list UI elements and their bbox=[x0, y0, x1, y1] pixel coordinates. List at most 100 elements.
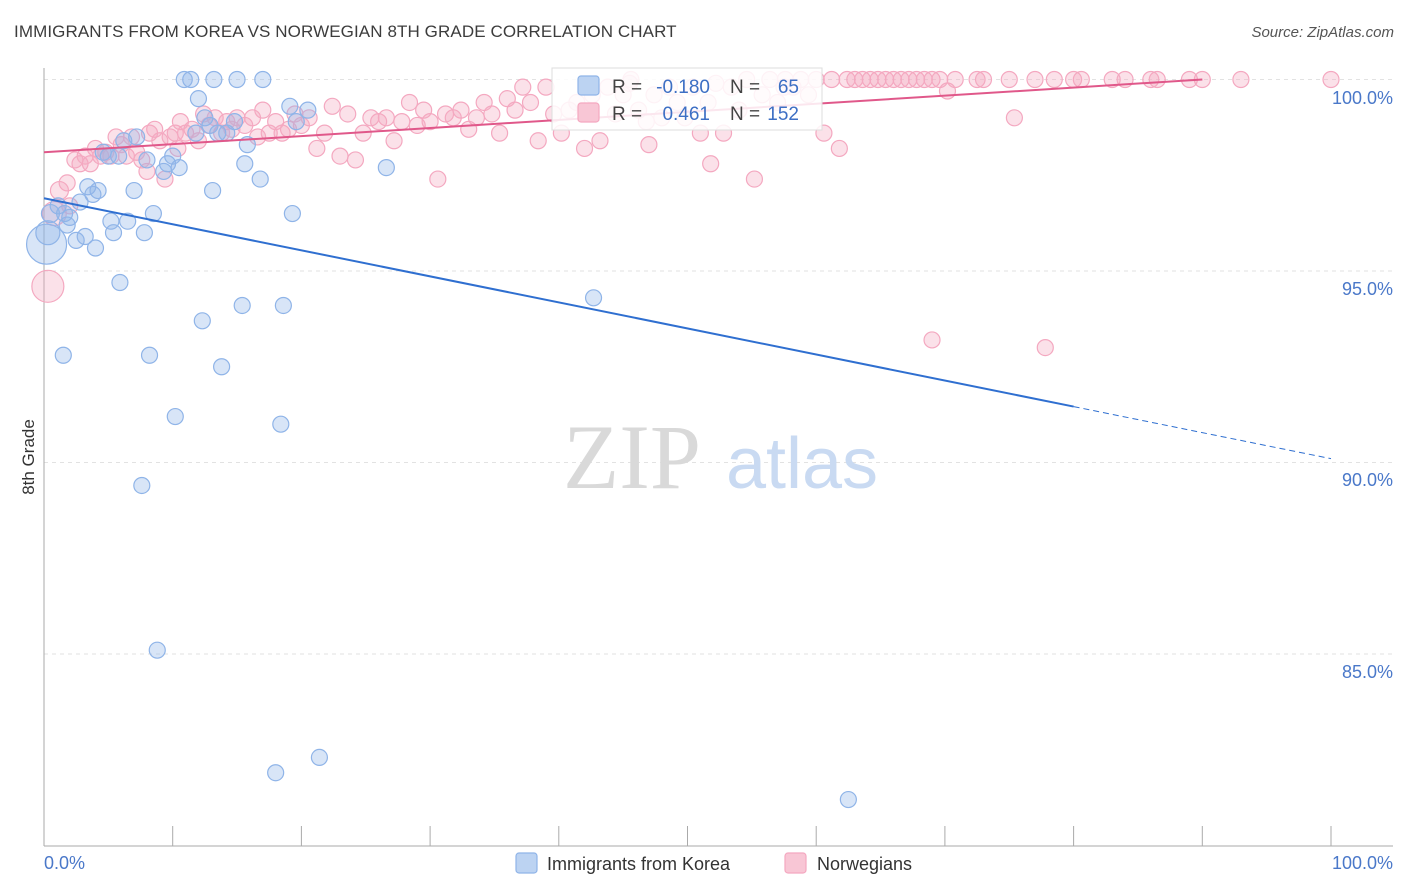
korea-point bbox=[187, 124, 205, 142]
norwegians-point bbox=[490, 124, 509, 142]
korea-point bbox=[61, 208, 79, 226]
korea-point bbox=[86, 239, 105, 257]
norwegians-point bbox=[1026, 70, 1044, 89]
korea-point bbox=[254, 70, 272, 89]
norwegians-point bbox=[58, 174, 76, 192]
chart-title: IMMIGRANTS FROM KOREA VS NORWEGIAN 8TH G… bbox=[14, 22, 677, 41]
y-tick-label: 95.0% bbox=[1342, 279, 1393, 299]
norwegians-point bbox=[429, 170, 447, 188]
korea-point bbox=[283, 204, 301, 223]
korea-point bbox=[584, 289, 603, 307]
norwegians-point bbox=[640, 136, 658, 154]
korea-point bbox=[310, 748, 329, 767]
korea-point bbox=[76, 227, 94, 246]
korea-point bbox=[166, 407, 184, 426]
legend-label-norwegians: Norwegians bbox=[817, 854, 912, 874]
y-tick-label: 100.0% bbox=[1332, 88, 1393, 108]
korea-point bbox=[189, 90, 208, 108]
norwegians-point bbox=[591, 132, 609, 150]
chart-source: Source: ZipAtlas.com bbox=[1251, 24, 1394, 41]
norwegians-point bbox=[1148, 70, 1166, 89]
legend-swatch-korea bbox=[515, 852, 538, 874]
korea-point bbox=[144, 204, 162, 223]
korea-point bbox=[205, 70, 223, 89]
norwegians-point bbox=[974, 70, 993, 89]
axes bbox=[43, 68, 1393, 847]
norwegians-point bbox=[745, 170, 764, 188]
stats-box: R = -0.180 N = 65 R = 0.461 N = 152 bbox=[551, 67, 823, 131]
norwegians-point bbox=[1322, 70, 1340, 89]
legend-label-korea: Immigrants from Korea bbox=[547, 854, 731, 874]
norwegians-point bbox=[1103, 70, 1121, 89]
norwegians-point bbox=[452, 101, 470, 119]
korea-point bbox=[54, 346, 72, 364]
korea-point bbox=[299, 101, 317, 119]
norwegians-point bbox=[315, 124, 334, 142]
norwegians-point bbox=[1232, 70, 1250, 89]
stats-r-label-norwegians: R = bbox=[612, 104, 642, 125]
stats-r-label-korea: R = bbox=[612, 77, 642, 98]
korea-trend-line bbox=[43, 197, 1074, 408]
korea-point bbox=[281, 97, 299, 115]
x-tick-label-max: 100.0% bbox=[1332, 853, 1393, 873]
korea-point bbox=[115, 132, 133, 150]
stats-n-value-korea: 65 bbox=[778, 77, 799, 98]
norwegians-point bbox=[946, 70, 964, 89]
korea-point bbox=[251, 170, 269, 188]
legend-swatch-norwegians bbox=[784, 852, 807, 874]
norwegians-point bbox=[385, 132, 403, 150]
korea-point bbox=[267, 764, 285, 782]
norwegians-point bbox=[377, 109, 395, 127]
korea-point bbox=[119, 212, 137, 230]
korea-point bbox=[110, 147, 128, 165]
norwegians-point bbox=[575, 139, 594, 158]
norwegians-point bbox=[254, 101, 272, 119]
x-tick-label-min: 0.0% bbox=[44, 853, 85, 873]
korea-point bbox=[135, 224, 153, 242]
norwegians-point bbox=[483, 105, 501, 123]
korea-point bbox=[233, 296, 251, 315]
watermark-zip: ZIP bbox=[563, 406, 701, 508]
norwegians-point bbox=[346, 151, 365, 169]
korea-point bbox=[138, 151, 156, 169]
korea-trend-extension bbox=[1073, 406, 1332, 460]
korea-point bbox=[89, 181, 107, 200]
y-tick-label: 85.0% bbox=[1342, 662, 1393, 682]
stats-swatch-korea bbox=[577, 75, 600, 96]
norwegians-point bbox=[339, 105, 357, 123]
norwegians-point bbox=[467, 109, 486, 127]
norwegians-point bbox=[529, 132, 547, 150]
norwegians-point bbox=[122, 128, 141, 146]
norwegians-point bbox=[393, 113, 411, 131]
korea-point bbox=[128, 128, 146, 146]
norwegians-point bbox=[1045, 70, 1063, 89]
norwegians-point bbox=[1072, 70, 1090, 89]
norwegians-point bbox=[968, 70, 986, 89]
korea-point bbox=[140, 346, 159, 364]
norwegians-point bbox=[702, 155, 720, 173]
norwegians-point bbox=[923, 331, 941, 349]
norwegians-point bbox=[1005, 109, 1023, 127]
korea-point bbox=[274, 296, 292, 315]
stats-n-value-norwegians: 152 bbox=[767, 104, 799, 125]
stats-r-value-korea: -0.180 bbox=[656, 77, 710, 98]
norwegians-point bbox=[830, 139, 848, 158]
korea-point bbox=[377, 158, 395, 177]
korea-point bbox=[839, 790, 857, 809]
norwegians-point bbox=[323, 97, 341, 115]
korea-point bbox=[228, 70, 246, 89]
watermark-atlas: atlas bbox=[726, 424, 878, 504]
norwegians-point bbox=[308, 139, 326, 158]
korea-point bbox=[193, 312, 211, 330]
korea-point bbox=[182, 70, 200, 89]
korea-point bbox=[125, 181, 143, 200]
korea-point bbox=[133, 476, 151, 495]
norwegians-point bbox=[823, 70, 841, 89]
stats-r-value-norwegians: 0.461 bbox=[662, 104, 710, 125]
trend-lines bbox=[43, 78, 1332, 460]
norwegians-point bbox=[1000, 70, 1018, 89]
korea-point bbox=[104, 224, 123, 242]
norwegians-point bbox=[331, 147, 349, 165]
korea-point bbox=[67, 231, 85, 249]
